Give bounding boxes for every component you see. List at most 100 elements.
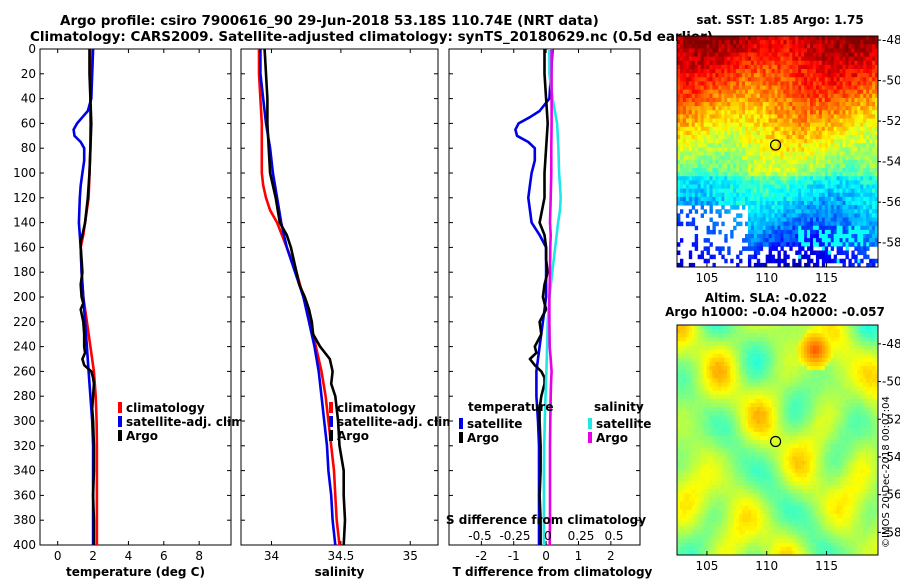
sla_map-cell <box>765 386 770 392</box>
sst_map-cell <box>762 234 767 239</box>
sla_map-cell <box>810 390 814 396</box>
sst_map-cell <box>792 122 796 128</box>
sla_map-cell <box>801 398 805 404</box>
sst_map-cell <box>709 201 713 206</box>
sst_map-cell <box>765 176 770 181</box>
sst_map-cell <box>730 130 734 136</box>
sst_map-cell <box>765 188 770 194</box>
sst_map-cell <box>694 159 699 165</box>
sst_map-cell <box>700 60 705 66</box>
sla_map-cell <box>851 394 855 400</box>
sla_map-cell <box>860 325 864 330</box>
sla_map-cell <box>872 341 876 346</box>
sla_map-cell <box>750 325 755 330</box>
sst_map-cell <box>712 172 716 177</box>
sla_map-cell <box>815 325 820 330</box>
sst_map-cell <box>768 147 772 152</box>
sla_map-cell <box>836 345 840 351</box>
sst_map-cell <box>694 118 699 124</box>
sla_map-cell <box>721 341 725 346</box>
sst_map-cell <box>697 44 702 49</box>
sst_map-cell <box>842 85 846 91</box>
sst_map-cell <box>750 221 755 227</box>
sst_map-cell <box>703 163 707 169</box>
sst_map-cell <box>721 205 725 210</box>
depth-tick-label: 220 <box>13 315 36 329</box>
sst_map-cell <box>875 73 879 78</box>
sla_map-cell <box>836 329 840 334</box>
sst_map-cell <box>857 196 861 202</box>
sst_map-cell <box>756 77 761 82</box>
sst_map-cell <box>869 159 873 165</box>
sst_map-cell <box>830 143 835 148</box>
sst_map-cell <box>703 81 707 86</box>
sla_map-cell <box>786 398 790 404</box>
sst_map-cell <box>747 48 752 53</box>
sst_map-cell <box>765 89 770 95</box>
sla_map-cell <box>801 333 805 338</box>
sst_map-ytick-label: -48 <box>882 33 900 47</box>
sla_map-cell <box>700 374 705 379</box>
sst_map-cell <box>703 159 707 165</box>
sst_map-cell <box>759 48 764 53</box>
sla_map-cell <box>688 390 693 396</box>
sla_map-cell <box>765 349 770 355</box>
sst_map-cell <box>691 192 696 198</box>
sst_map-cell <box>789 126 793 132</box>
sla_map-cell <box>860 333 864 338</box>
sst_map-cell <box>851 225 855 231</box>
sst_map-cell <box>742 48 746 53</box>
sst_map-cell <box>827 77 832 82</box>
sst_map-cell <box>836 97 840 103</box>
sst_map-cell <box>703 196 707 202</box>
sla_map-cell <box>869 398 873 404</box>
sst_map-cell <box>783 234 787 239</box>
sla_map-cell <box>712 341 716 346</box>
sla_map-cell <box>736 374 740 379</box>
sla_map-cell <box>691 325 696 330</box>
sst_map-cell <box>703 93 707 99</box>
sst_map-cell <box>810 122 814 128</box>
sla_map-cell <box>810 366 814 371</box>
sst_map-cell <box>792 126 796 132</box>
sla_map-cell <box>700 349 705 355</box>
sla_map-cell <box>730 353 734 359</box>
sst_map-cell <box>801 139 805 144</box>
sst_map-cell <box>786 118 790 124</box>
sst_map-cell <box>685 201 690 206</box>
sst_map-cell <box>854 258 858 264</box>
sst_map-cell <box>798 201 802 206</box>
sst_map-cell <box>780 56 784 62</box>
sla_map-cell <box>742 329 746 334</box>
sst_map-cell <box>747 130 752 136</box>
sst_map-cell <box>765 135 770 140</box>
sla_map-cell <box>774 357 778 363</box>
sst_map-cell <box>685 110 690 115</box>
sla_map-cell <box>810 361 814 367</box>
sst_map-cell <box>733 168 737 173</box>
sst_map-cell <box>691 89 696 95</box>
sst_map-cell <box>827 229 832 235</box>
sst_map-cell <box>742 69 746 74</box>
sst_map-cell <box>830 221 835 227</box>
sla_map-cell <box>765 378 770 383</box>
sst_map-cell <box>830 246 835 251</box>
sla_map-cell <box>703 390 707 396</box>
sst_map-cell <box>736 118 740 124</box>
sst_map-cell <box>697 85 702 91</box>
sst_map-cell <box>765 73 770 78</box>
sla_map-cell <box>839 329 843 334</box>
sst_map-cell <box>677 102 681 107</box>
sst_map-cell <box>786 64 790 70</box>
sst_map-cell <box>866 40 870 45</box>
sst_map-cell <box>804 36 808 41</box>
diff-legend-swatch-salinity <box>588 432 592 443</box>
sst_map-cell <box>810 60 814 66</box>
sst_map-cell <box>801 254 805 260</box>
sla_map-cell <box>821 345 826 351</box>
sst_map-cell <box>815 180 820 185</box>
sst_map-cell <box>807 40 811 45</box>
sla_map-cell <box>848 370 852 375</box>
sla_map-cell <box>830 333 835 338</box>
sst_map-cell <box>703 89 707 95</box>
